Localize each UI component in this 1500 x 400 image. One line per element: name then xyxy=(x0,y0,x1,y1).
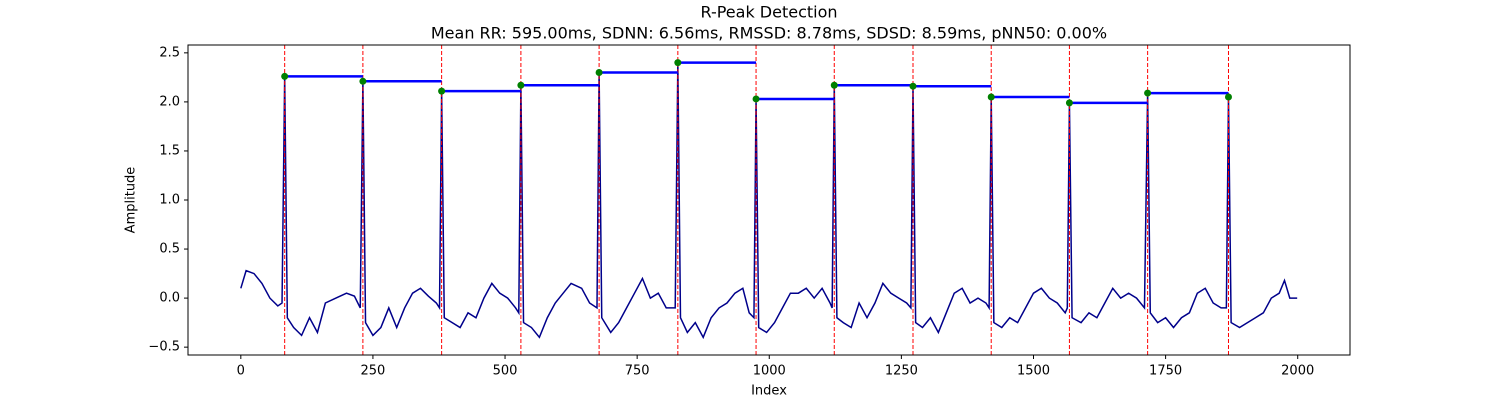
y-tick-label: 1.0 xyxy=(159,193,180,208)
peak-point xyxy=(281,72,289,80)
x-tick-label: 0 xyxy=(237,364,245,379)
y-tick-label: 0.5 xyxy=(159,242,180,257)
x-tick-label: 2000 xyxy=(1281,364,1314,379)
peak-point xyxy=(595,68,603,76)
y-tick-label: 2.0 xyxy=(159,94,180,109)
x-tick-label: 1750 xyxy=(1149,364,1182,379)
peak-point xyxy=(987,93,995,101)
x-tick-label: 1250 xyxy=(885,364,918,379)
y-tick-label: −0.5 xyxy=(148,340,180,355)
peak-point xyxy=(909,82,917,90)
peak-point xyxy=(359,77,367,85)
y-tick-label: 2.5 xyxy=(159,45,180,60)
chart-subtitle: Mean RR: 595.00ms, SDNN: 6.56ms, RMSSD: … xyxy=(431,24,1107,43)
peak-point xyxy=(1144,89,1152,97)
peak-point xyxy=(752,95,760,103)
x-tick-label: 500 xyxy=(493,364,518,379)
peak-point xyxy=(830,81,838,89)
peak-point xyxy=(674,59,682,67)
peak-point xyxy=(1224,93,1232,101)
peak-point xyxy=(1065,99,1073,107)
x-tick-label: 250 xyxy=(361,364,386,379)
x-tick-label: 1500 xyxy=(1017,364,1050,379)
chart-title: R-Peak Detection xyxy=(700,3,837,22)
x-axis-label: Index xyxy=(751,384,787,399)
peak-point xyxy=(438,87,446,95)
plot-frame xyxy=(187,44,1351,356)
signal-line xyxy=(240,62,1298,340)
peak-point xyxy=(517,81,525,89)
x-tick-label: 1000 xyxy=(753,364,786,379)
y-tick-label: 1.5 xyxy=(159,143,180,158)
y-tick-label: 0.0 xyxy=(159,291,180,306)
x-tick-label: 750 xyxy=(625,364,650,379)
y-axis-label: Amplitude xyxy=(124,167,139,234)
